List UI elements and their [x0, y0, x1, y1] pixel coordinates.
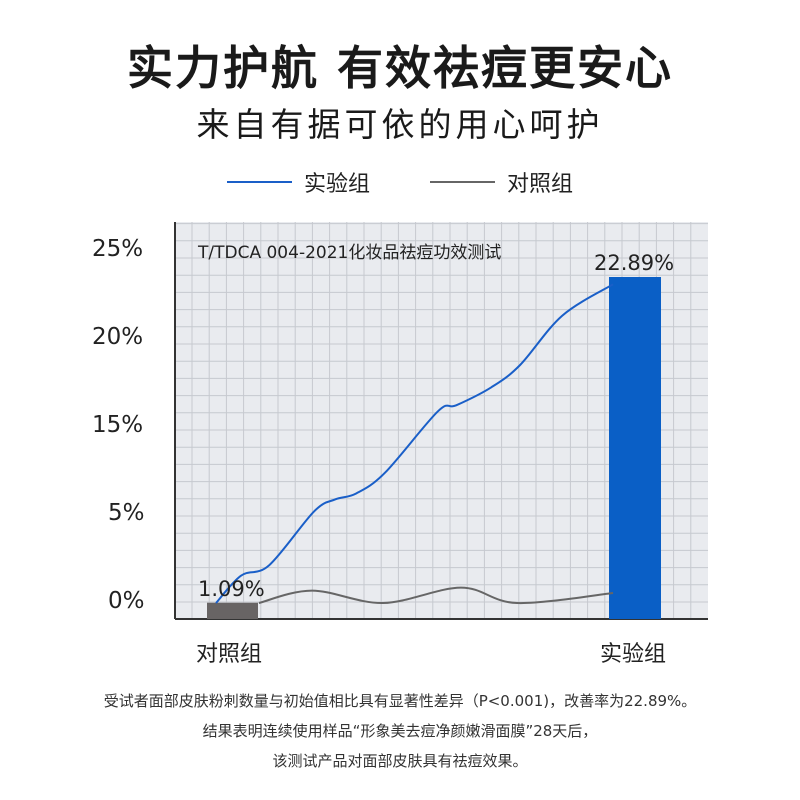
y-tick-label: 20%: [92, 324, 144, 350]
legend-line-experiment: [226, 181, 292, 183]
bar-value-label: 22.89%: [594, 251, 674, 275]
legend-line-control: [430, 181, 495, 183]
note-line: 结果表明连续使用样品“形象美去痘净颜嫩滑面膜”28天后，: [202, 722, 598, 740]
y-tick-label: 5%: [108, 500, 145, 526]
page-subtitle: 来自有据可依的用心呵护: [196, 105, 604, 144]
bar-control: [207, 602, 258, 619]
x-category-label: 对照组: [196, 642, 263, 667]
legend-label: 对照组: [507, 172, 574, 197]
y-tick-label: 15%: [92, 412, 144, 438]
series-line-experiment: [215, 283, 614, 604]
legend-label: 实验组: [303, 172, 370, 197]
legend-item-experiment: 实验组: [226, 166, 370, 198]
bar-experiment: [609, 277, 661, 619]
series-line-control: [258, 586, 614, 605]
page-title: 实力护航 有效祛痘更安心: [126, 41, 673, 95]
note-line: 受试者面部皮肤粉刺数量与初始值相比具有显著性差异（P<0.001)，改善率为22…: [103, 692, 697, 710]
y-tick-label: 0%: [108, 588, 145, 614]
y-tick-label: 25%: [92, 236, 144, 262]
x-category-label: 实验组: [600, 642, 667, 667]
chart-legend: 实验组 对照组: [0, 166, 800, 198]
note-line: 该测试产品对面部皮肤具有祛痘效果。: [272, 752, 528, 770]
bar-value-label: 1.09%: [198, 577, 265, 601]
legend-item-control: 对照组: [430, 166, 573, 198]
chart-title: T/TDCA 004-2021化妆品祛痘功效测试: [197, 243, 501, 263]
